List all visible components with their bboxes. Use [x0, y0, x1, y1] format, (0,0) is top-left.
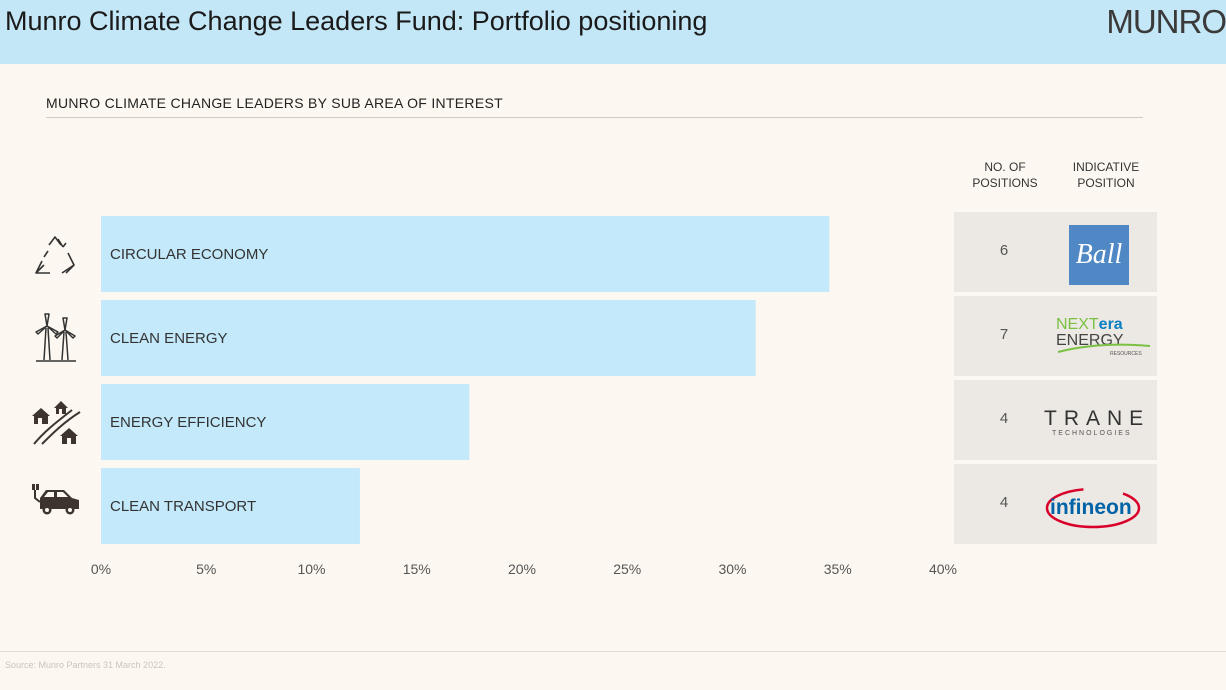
- brand-logo: MUNRO: [1106, 3, 1226, 40]
- bar-clean-energy: [101, 300, 756, 376]
- positions-count: 6: [999, 242, 1009, 259]
- x-tick-label: 15%: [403, 561, 431, 577]
- x-tick-label: 40%: [929, 561, 957, 577]
- position-row-clean-transport: 4 infineon: [954, 464, 1157, 544]
- x-tick-label: 20%: [508, 561, 536, 577]
- trane-logo: TRANE TECHNOLOGIES: [1044, 407, 1151, 438]
- positions-count: 7: [999, 326, 1009, 343]
- footer-divider: [0, 651, 1226, 652]
- positions-count: 4: [999, 494, 1009, 511]
- bar-clean-transport: [101, 468, 360, 544]
- bar-label-circular-economy: CIRCULAR ECONOMY: [110, 246, 268, 263]
- houses-road-icon: [32, 401, 81, 445]
- nextera-logo: NEXTera ENERGY RESOURCES: [1056, 317, 1156, 365]
- position-row-energy-efficiency: 4 TRANE TECHNOLOGIES: [954, 380, 1157, 460]
- x-tick-label: 0%: [91, 561, 111, 577]
- source-note: Source: Munro Partners 31 March 2022.: [5, 660, 166, 670]
- wind-turbine-icon: [35, 313, 76, 362]
- x-tick-label: 25%: [613, 561, 641, 577]
- x-tick-label: 5%: [196, 561, 216, 577]
- indicative-column-header: INDICATIVE POSITION: [1072, 160, 1140, 190]
- title-divider: [46, 117, 1143, 118]
- x-tick-label: 35%: [824, 561, 852, 577]
- bar-label-clean-energy: CLEAN ENERGY: [110, 330, 228, 347]
- electric-car-icon: [32, 484, 79, 515]
- x-tick-label: 10%: [297, 561, 325, 577]
- bar-label-energy-efficiency: ENERGY EFFICIENCY: [110, 414, 266, 431]
- nextera-swoosh-icon: [1057, 343, 1151, 353]
- infineon-logo: infineon: [1044, 486, 1142, 530]
- chart-title: MUNRO CLIMATE CHANGE LEADERS BY SUB AREA…: [46, 95, 503, 111]
- infineon-arc-icon: [1045, 487, 1141, 529]
- positions-column-header: NO. OF POSITIONS: [972, 160, 1038, 190]
- ball-logo: Ball: [1069, 225, 1129, 285]
- position-row-clean-energy: 7 NEXTera ENERGY RESOURCES: [954, 296, 1157, 376]
- positions-count: 4: [999, 410, 1009, 427]
- position-row-circular-economy: 6 Ball: [954, 212, 1157, 292]
- header-bar: Munro Climate Change Leaders Fund: Portf…: [0, 0, 1226, 64]
- bar-circular-economy: [101, 216, 830, 292]
- recycle-icon: [35, 236, 75, 274]
- bar-energy-efficiency: [101, 384, 470, 460]
- bar-label-clean-transport: CLEAN TRANSPORT: [110, 498, 256, 515]
- x-tick-label: 30%: [718, 561, 746, 577]
- page-title: Munro Climate Change Leaders Fund: Portf…: [5, 6, 708, 36]
